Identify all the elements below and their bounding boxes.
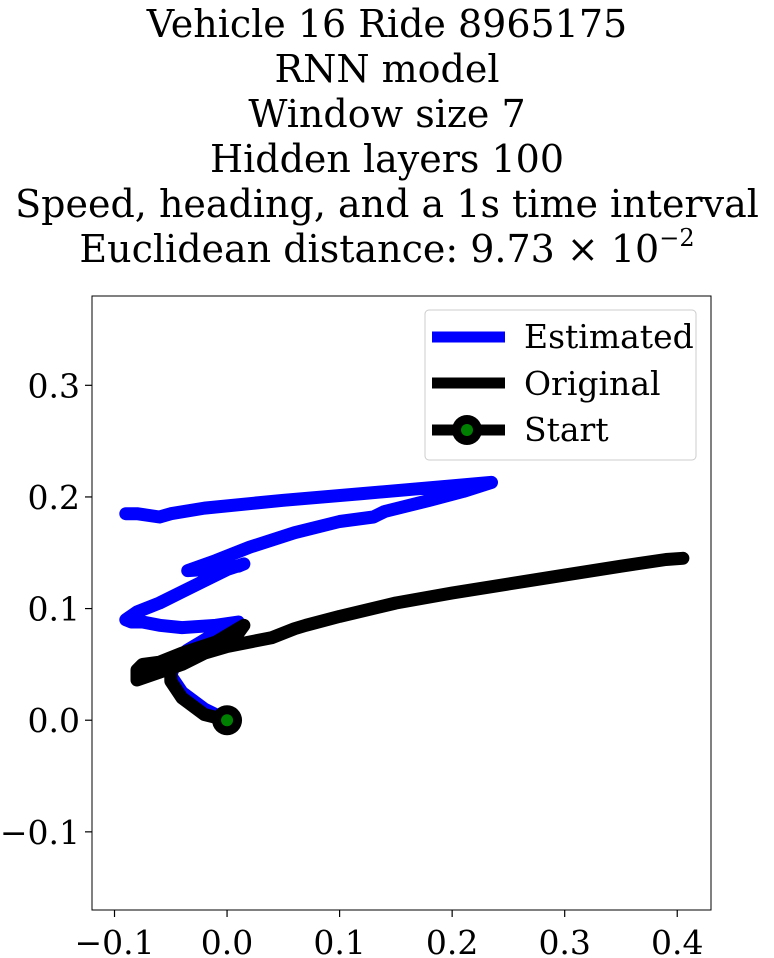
- x-tick-label: −0.1: [74, 923, 154, 958]
- y-tick-label: 0.3: [28, 366, 80, 405]
- legend-box: [424, 309, 697, 461]
- y-tick-label: 0.2: [28, 478, 80, 517]
- legend-marker-start-center: [461, 424, 473, 436]
- title-metric-exponent: −2: [659, 224, 695, 253]
- x-tick-label: 0.2: [426, 923, 478, 958]
- title-metric-prefix: Euclidean distance: 9.73 × 10: [79, 227, 660, 271]
- x-tick-label: 0.0: [201, 923, 253, 958]
- title-line-window: Window size 7: [248, 92, 526, 136]
- start-marker-center: [221, 714, 234, 727]
- y-axis: −0.1 0.0 0.1 0.2 0.3: [0, 366, 92, 852]
- title-line-vehicle: Vehicle 16 Ride 8965175: [146, 2, 628, 46]
- legend-label-estimated: Estimated: [524, 317, 694, 356]
- y-tick-label: −0.1: [0, 813, 80, 852]
- chart-title: Vehicle 16 Ride 8965175 RNN model Window…: [0, 0, 774, 272]
- x-tick-label: 0.4: [651, 923, 703, 958]
- x-axis: −0.1 0.0 0.1 0.2 0.3 0.4: [74, 910, 703, 958]
- series-line-original: [130, 551, 690, 727]
- legend: Estimated Original Start: [424, 309, 697, 461]
- title-line-features: Speed, heading, and a 1s time interval: [15, 182, 759, 226]
- legend-label-start: Start: [524, 410, 609, 449]
- axes-frame: [91, 295, 712, 911]
- y-tick-label: 0.1: [28, 590, 80, 629]
- y-tick-label: 0.0: [28, 701, 80, 740]
- title-line-model: RNN model: [274, 47, 500, 91]
- series-layer: [119, 475, 690, 736]
- x-tick-label: 0.1: [313, 923, 365, 958]
- title-line-hidden: Hidden layers 100: [209, 137, 565, 181]
- title-line-metric: Euclidean distance: 9.73 × 10−2: [0, 224, 774, 272]
- x-tick-label: 0.3: [538, 923, 590, 958]
- legend-label-original: Original: [524, 364, 661, 403]
